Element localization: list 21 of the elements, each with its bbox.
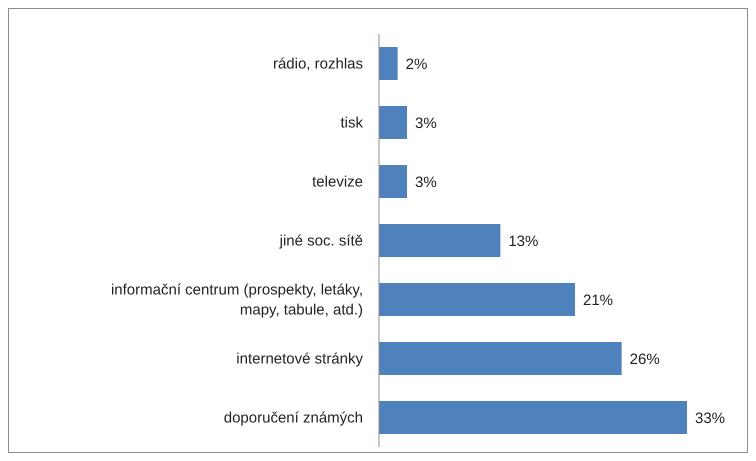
bar	[379, 342, 622, 375]
data-label: 3%	[415, 114, 437, 132]
y-tick-label: rádio, rozhlas	[272, 55, 363, 72]
y-tick-label: jiné soc. sítě	[278, 232, 363, 249]
data-label: 13%	[508, 232, 538, 250]
data-label: 33%	[695, 410, 726, 427]
bar	[379, 106, 407, 139]
y-tick-label: televize	[312, 173, 363, 190]
y-tick-label: internetové stránky	[236, 350, 364, 367]
bar	[379, 283, 575, 316]
bar	[379, 224, 500, 257]
data-label: 26%	[630, 350, 660, 368]
y-tick-label: informační centrum (prospekty, letáky, mapy, tabule, atd.)	[110, 281, 363, 318]
data-label: 2%	[406, 56, 428, 73]
bar	[379, 165, 407, 198]
y-tick-label: doporučení známých	[224, 409, 363, 426]
data-label: 21%	[583, 292, 614, 309]
y-tick-label: tisk	[340, 114, 364, 131]
bar	[379, 47, 398, 80]
data-label: 3%	[415, 174, 437, 191]
bar	[379, 401, 687, 434]
